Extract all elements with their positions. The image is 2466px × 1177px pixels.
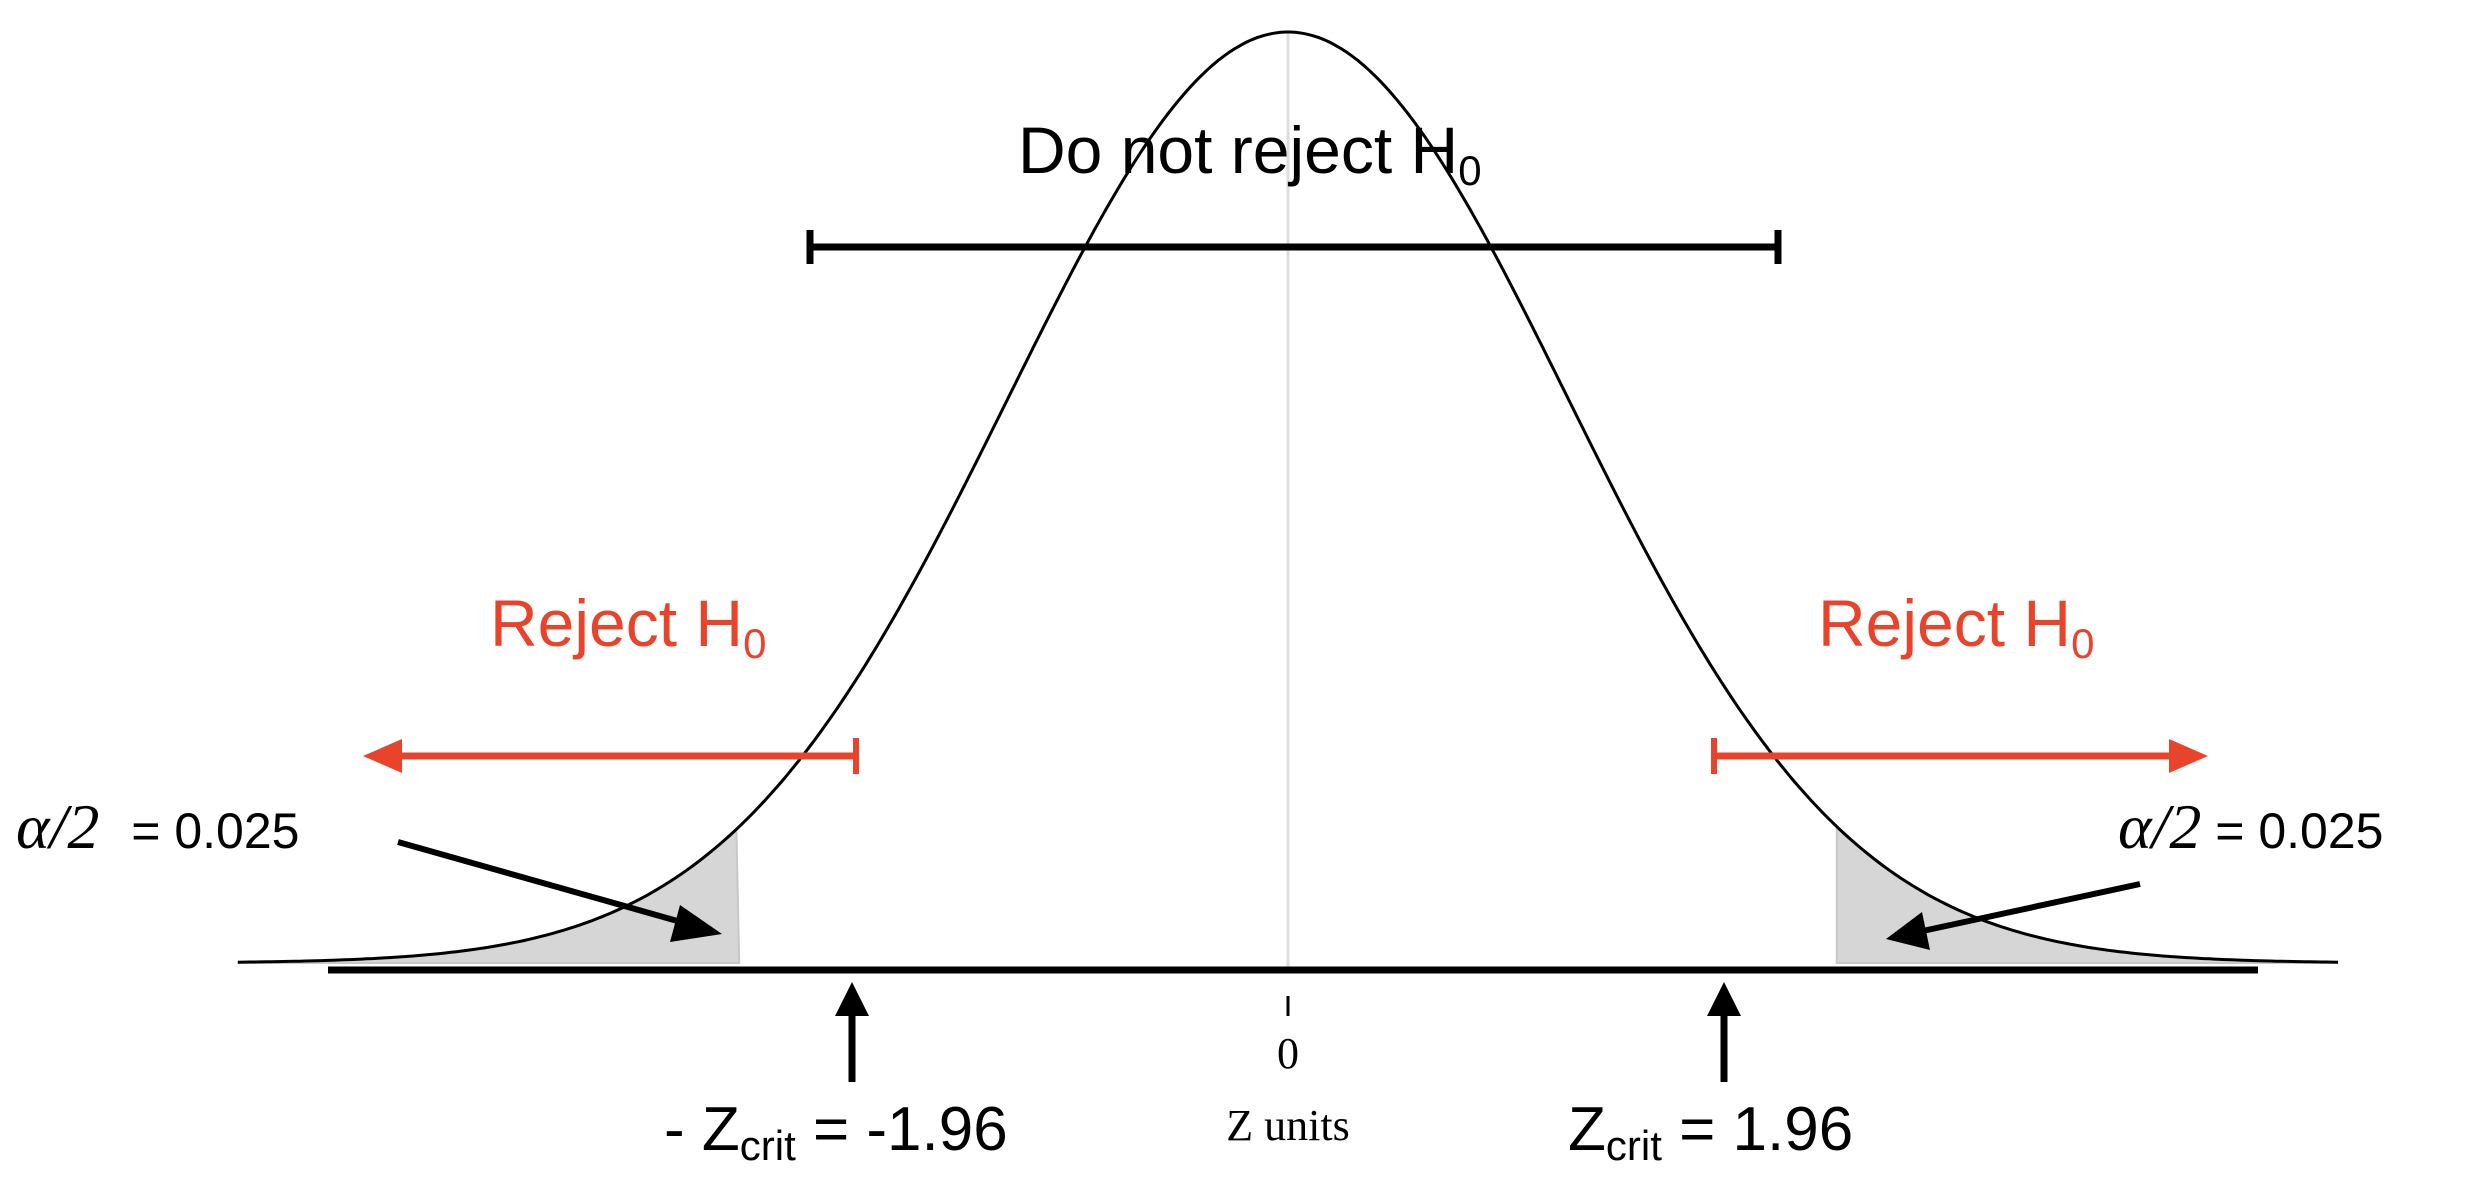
- alpha-left-pointer: [397, 839, 722, 942]
- normal-curve: [237, 30, 2339, 964]
- alpha-right-label: α/2 = 0.025: [2118, 791, 2383, 862]
- alpha-right-pointer: [1886, 881, 2141, 950]
- zcrit-left-pointer: [835, 982, 869, 1082]
- z-units-label: Z units: [1226, 1101, 1349, 1150]
- zcrit-right-pointer: [1707, 982, 1741, 1082]
- do-not-reject-bracket: [806, 230, 1782, 264]
- zcrit-right-label: Zcrit = 1.96: [1568, 1095, 1853, 1169]
- zero-tick-label: 0: [1277, 1029, 1299, 1078]
- reject-left-arrow: [363, 738, 859, 774]
- left-tail-area: [237, 827, 741, 964]
- reject-right-label: Reject H0: [1818, 586, 2094, 667]
- do-not-reject-label: Do not reject H0: [1018, 113, 1482, 194]
- alpha-left-label: α/2 = 0.025: [16, 791, 299, 862]
- zcrit-left-label: - Zcrit = -1.96: [664, 1095, 1008, 1169]
- reject-right-arrow: [1711, 738, 2208, 774]
- reject-left-label: Reject H0: [490, 586, 766, 667]
